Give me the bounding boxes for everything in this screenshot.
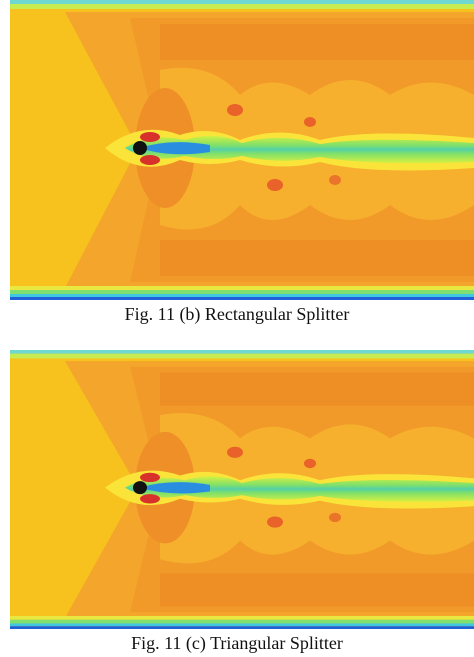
contour-plot-c	[10, 350, 474, 629]
caption: Fig. 11 (c) Triangular Splitter	[131, 633, 343, 653]
contour-plot-b	[10, 0, 474, 300]
caption: Fig. 11 (b) Rectangular Splitter	[124, 304, 350, 324]
